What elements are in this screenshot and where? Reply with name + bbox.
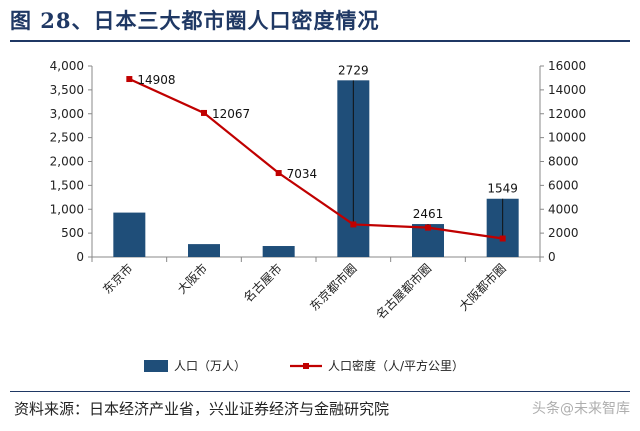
bar [113,212,146,257]
y-left-tick-label: 1,000 [50,202,84,216]
density-point [126,76,133,83]
y-right-tick-label: 12000 [548,107,586,121]
y-right-tick-label: 14000 [548,83,586,97]
y-right-tick-label: 0 [548,250,556,264]
y-right-tick-label: 4000 [548,202,579,216]
y-right-tick-label: 8000 [548,155,579,169]
legend-bar-swatch [144,360,168,372]
density-data-label: 7034 [287,167,318,181]
category-label: 大阪都市圈 [456,261,509,314]
density-point [350,221,357,228]
y-left-tick-label: 3,500 [50,83,84,97]
y-right-tick-label: 6000 [548,178,579,192]
y-left-tick-label: 500 [61,226,84,240]
chart-axes: 0 500 1,000 1,500 2,000 2,500 3,000 3,500 4,000 0… [50,59,587,264]
bar [188,244,220,257]
y-left-tick-label: 0 [76,250,84,264]
category-label: 名古屋市 [240,261,285,306]
legend: 人口（万人） 人口密度（人/平方公里） [144,358,464,373]
y-left-tick-label: 3,000 [50,107,84,121]
density-line [128,78,503,240]
category-labels: 东京市 大阪市 名古屋市 东京都市圈 名古屋都市圈 大阪都市圈 [99,261,508,323]
y-left-tick-label: 1,500 [50,178,84,192]
bar [262,246,295,257]
density-data-label: 12067 [212,107,250,121]
title-divider [10,40,630,42]
density-point [425,224,431,231]
legend-bar-label: 人口（万人） [174,359,246,373]
density-data-label: 14908 [137,73,175,87]
category-label: 东京都市圈 [306,261,359,314]
y-right-tick-label: 10000 [548,131,586,145]
category-label: 名古屋都市圈 [373,261,435,323]
line-series [126,76,506,242]
y-left-tick-label: 2,500 [50,131,84,145]
density-point [201,109,207,116]
legend-line-marker [303,363,309,369]
y-left-tick-label: 4,000 [50,59,84,73]
y-left-tick-label: 2,000 [50,155,84,169]
bar-data-label: 1549 [487,182,518,196]
category-label: 大阪市 [174,261,210,297]
bar-data-label: 2729 [338,63,369,77]
page-title: 图 28、日本三大都市圈人口密度情况 [10,8,380,33]
bar-series [113,80,519,257]
category-label: 东京市 [99,261,135,297]
density-point [499,235,506,242]
data-labels: 14908 12067 7034 2729 2461 1549 [137,63,518,221]
density-point [275,170,282,177]
source-note: 资料来源：日本经济产业省，兴业证券经济与金融研究院 [14,400,390,418]
bar-data-label: 2461 [413,207,444,221]
y-right-tick-label: 2000 [548,226,579,240]
legend-line-label: 人口密度（人/平方公里） [328,358,464,373]
watermark: 头条@未来智库 [532,401,630,417]
y-right-tick-label: 16000 [548,59,586,73]
source-divider [10,391,630,392]
